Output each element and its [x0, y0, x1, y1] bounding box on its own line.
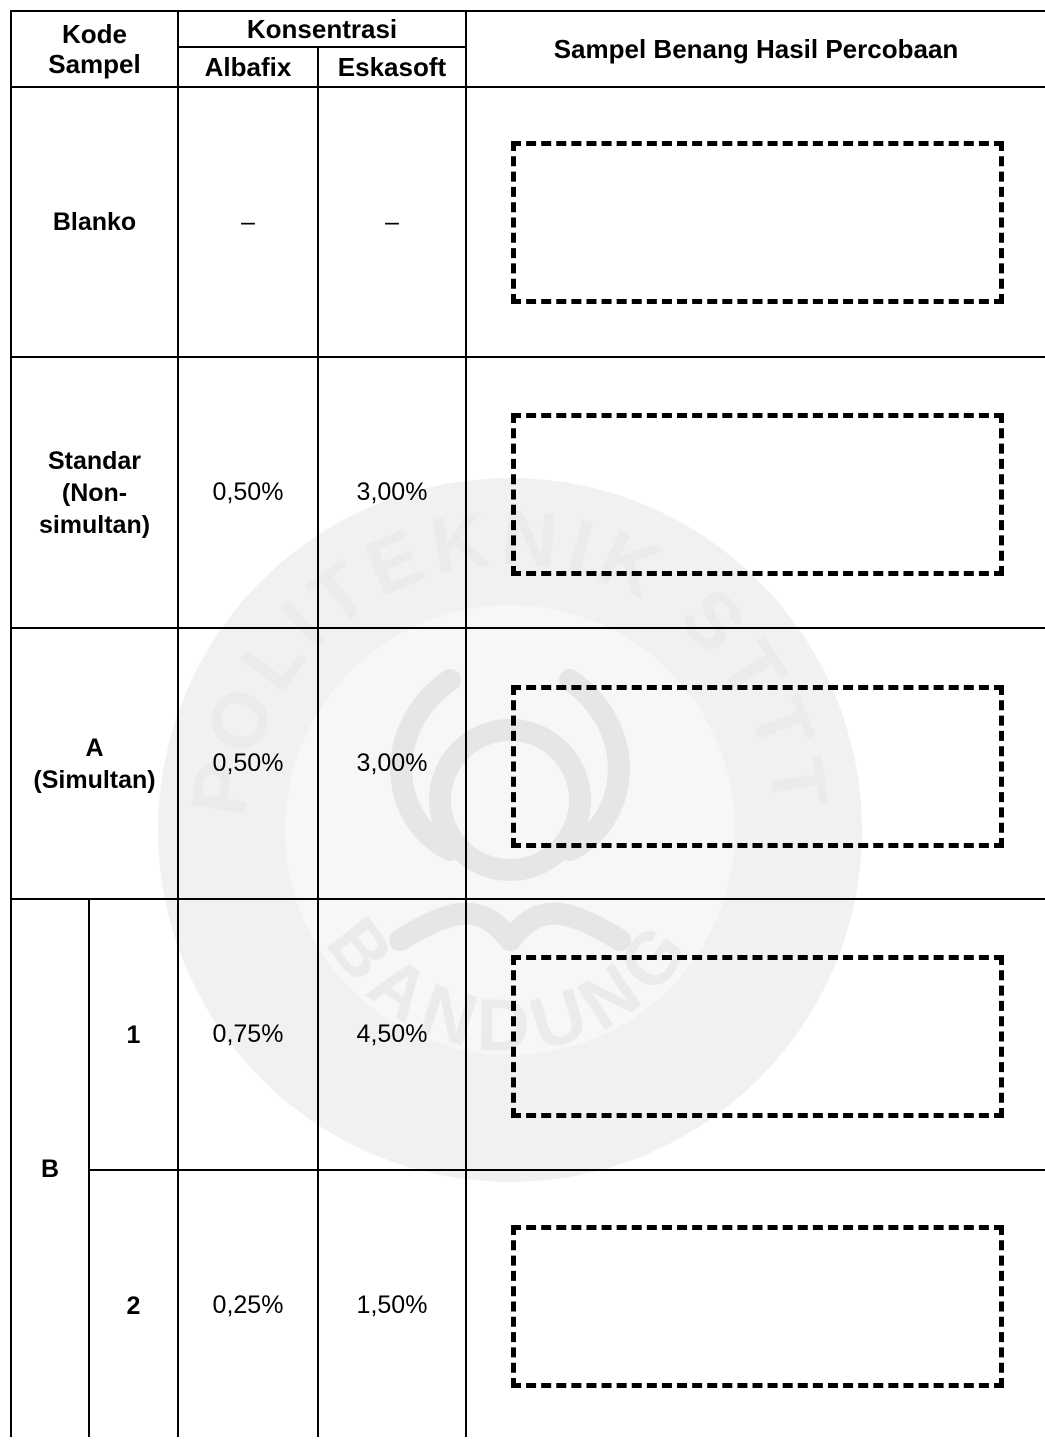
- sample-box-b1: [511, 955, 1004, 1118]
- rule-row-3: [10, 898, 1045, 900]
- sample-box-standar: [511, 413, 1004, 576]
- header-albafix: Albafix: [204, 52, 292, 82]
- row-b2-sub: 2: [126, 1291, 141, 1320]
- row-blanko-kode: Blanko: [52, 208, 137, 236]
- row-a-albafix: 0,50%: [212, 749, 284, 777]
- rule-header-bottom: [10, 86, 1045, 88]
- rule-row-1: [10, 356, 1045, 358]
- header-kode-sampel: Kode Sampel: [48, 19, 141, 79]
- header-konsentrasi: Konsentrasi: [246, 14, 398, 44]
- row-blanko-eskasoft: –: [385, 207, 399, 236]
- row-b-group-label: B: [40, 1154, 60, 1183]
- rule-left: [10, 10, 12, 1437]
- row-b2-albafix: 0,25%: [212, 1291, 284, 1319]
- rule-row-2: [10, 627, 1045, 629]
- rule-eskasoft: [465, 10, 467, 1437]
- row-a-kode: A (Simultan): [33, 733, 156, 794]
- sample-box-blanko: [511, 141, 1004, 304]
- rule-konsentrasi-sub: [178, 46, 467, 48]
- rule-row-4: [88, 1169, 1045, 1171]
- rule-top: [10, 10, 1045, 12]
- watermark-logo: POLITEKNIK STTT BANDUNG: [158, 478, 862, 1182]
- header-sampel-benang: Sampel Benang Hasil Percobaan: [553, 34, 959, 64]
- header-eskasoft: Eskasoft: [337, 52, 447, 82]
- row-b1-eskasoft: 4,50%: [356, 1020, 428, 1048]
- row-standar-albafix: 0,50%: [212, 478, 284, 506]
- row-b2-eskasoft: 1,50%: [356, 1291, 428, 1319]
- row-a-eskasoft: 3,00%: [356, 749, 428, 777]
- row-blanko-albafix: –: [241, 207, 255, 236]
- sample-box-b2: [511, 1225, 1004, 1388]
- row-standar-eskasoft: 3,00%: [356, 478, 428, 506]
- sample-box-a: [511, 685, 1004, 848]
- row-b1-sub: 1: [126, 1020, 141, 1049]
- rule-albafix: [317, 46, 319, 1437]
- rule-kode: [177, 10, 179, 1437]
- rule-b-sub: [88, 898, 90, 1437]
- row-b1-albafix: 0,75%: [212, 1020, 284, 1048]
- row-standar-kode: Standar (Non- simultan): [38, 446, 151, 539]
